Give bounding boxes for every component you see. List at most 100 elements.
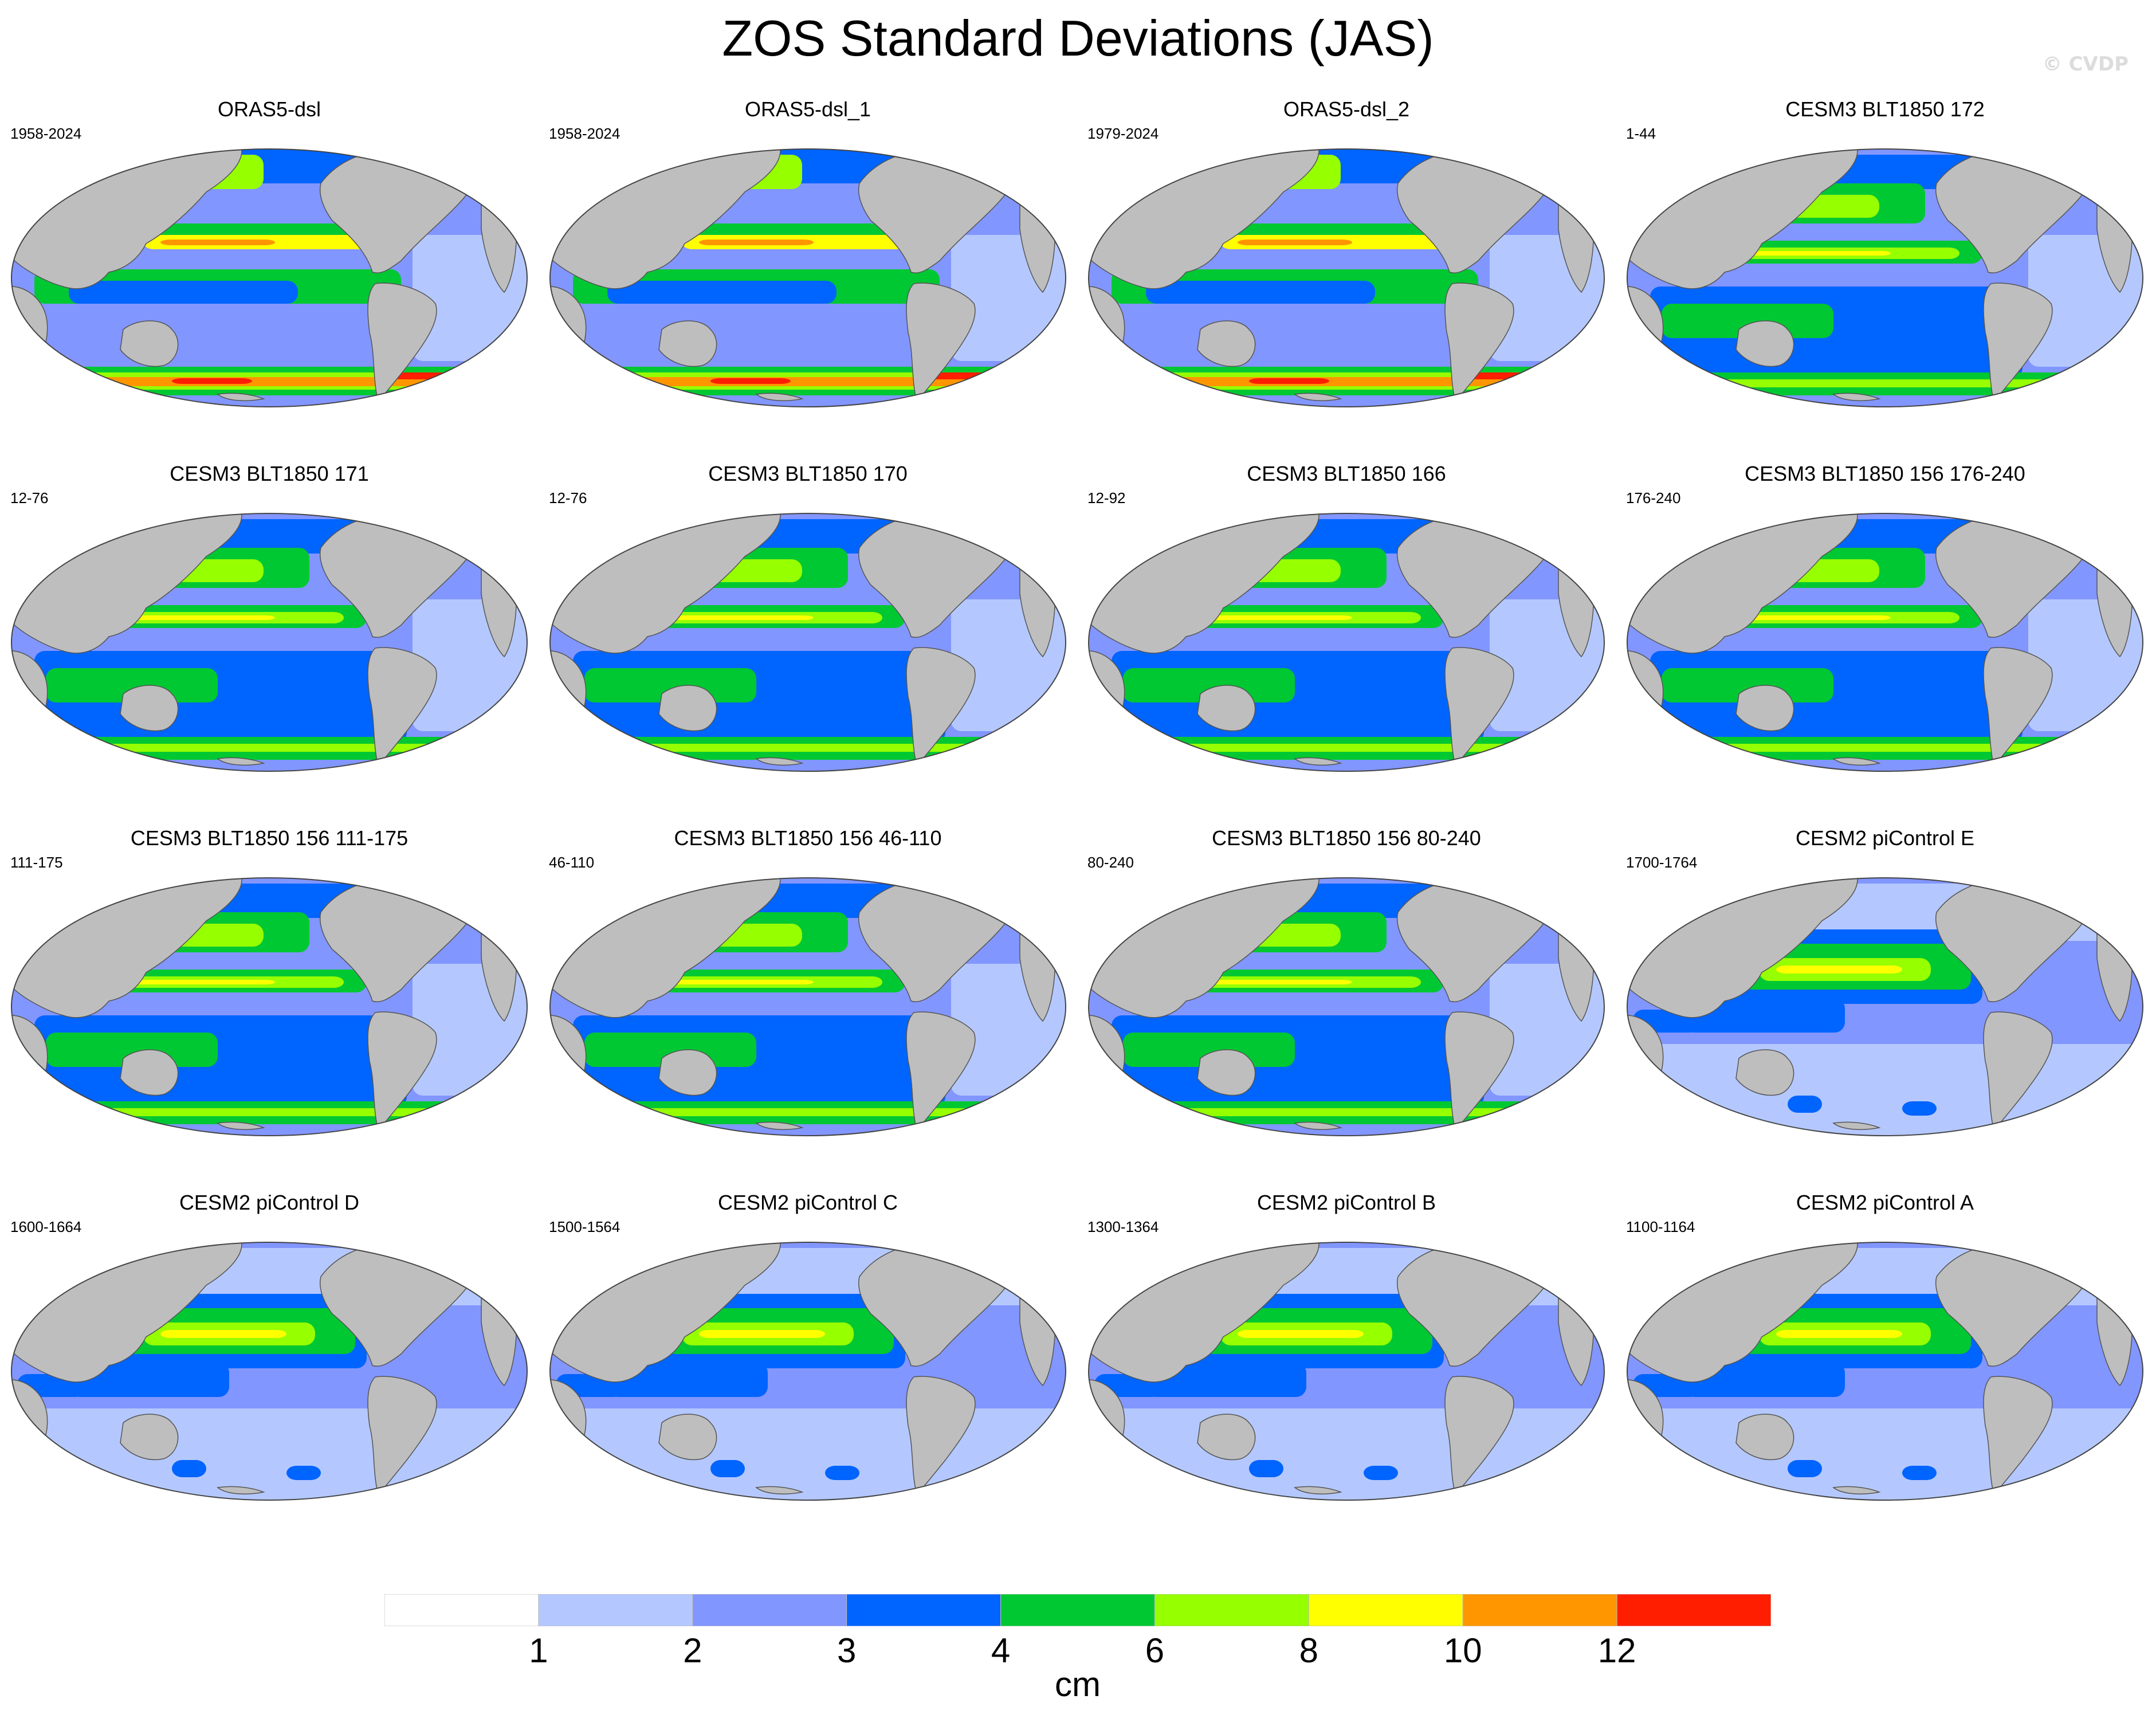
antarctica-landmass (1832, 1121, 1881, 1130)
sd-zone (1788, 1096, 1822, 1113)
north-america-landmass (320, 878, 473, 1002)
south-america-landmass (1444, 647, 1514, 767)
map-border (11, 877, 528, 1136)
world-map (1627, 148, 2143, 407)
map-panel: ORAS5-dsl_1 1958-2024 (539, 97, 1077, 476)
map-panel: CESM2 piControl B 1300-1364 (1077, 1191, 1616, 1569)
world-map (549, 513, 1066, 772)
australia-landmass (120, 1414, 179, 1461)
panel-period: 1-44 (1626, 125, 1656, 142)
australia-landmass (658, 1414, 717, 1461)
map-border (1088, 877, 1605, 1136)
sd-zone (1249, 1460, 1283, 1477)
panel-title: CESM2 piControl A (1796, 1191, 1974, 1214)
sd-zone (653, 615, 814, 620)
map-border (11, 513, 528, 772)
panel-period: 1958-2024 (10, 125, 82, 142)
north-america-landmass (1935, 149, 2088, 273)
antarctica-landmass (1832, 757, 1881, 766)
sd-zone (34, 377, 504, 386)
sd-zone (1662, 668, 1833, 703)
sd-zone (160, 1330, 286, 1338)
panel-title: CESM2 piControl C (717, 1191, 898, 1214)
sd-zone (825, 1466, 859, 1480)
world-map (1627, 513, 2143, 772)
sd-zone (1146, 281, 1375, 304)
australia-landmass (1735, 685, 1794, 732)
sd-zone (1776, 966, 1902, 974)
panel-title: CESM2 piControl E (1795, 826, 1975, 850)
sd-zone (1902, 1101, 1937, 1116)
south-america-landmass (1983, 1011, 2053, 1131)
world-map (11, 1242, 528, 1501)
panel-title: CESM2 piControl B (1256, 1191, 1436, 1214)
world-map (11, 513, 528, 772)
world-map (1627, 1242, 2143, 1501)
south-america-landmass (1444, 282, 1514, 402)
panel-title: ORAS5-dsl_1 (744, 97, 871, 121)
sd-zone (1730, 251, 1891, 256)
map-panel: CESM2 piControl C 1500-1564 (539, 1191, 1077, 1569)
map-panel: CESM3 BLT1850 156 46-110 46-110 (539, 826, 1077, 1204)
colorbar-segment (1462, 1594, 1617, 1626)
australia-landmass (120, 1049, 179, 1096)
map-border (549, 513, 1066, 772)
colorbar-segment (1000, 1594, 1155, 1626)
map-border (1627, 877, 2143, 1136)
panel-title: CESM3 BLT1850 156 111-175 (130, 826, 409, 850)
panel-period: 12-76 (10, 489, 49, 507)
sd-zone (653, 980, 814, 984)
sd-zone (1146, 1363, 1306, 1397)
map-border (11, 1242, 528, 1501)
south-america-landmass (1983, 647, 2053, 767)
sd-zone (573, 1108, 1043, 1116)
sd-zone (1662, 304, 1833, 338)
panel-title: ORAS5-dsl (217, 97, 321, 121)
colorbar-units: cm (1055, 1665, 1101, 1704)
sd-zone (172, 1460, 206, 1477)
map-border (1627, 148, 2143, 407)
south-america-landmass (906, 647, 976, 767)
australia-landmass (1735, 1414, 1794, 1461)
australia-landmass (1735, 320, 1794, 367)
map-border (549, 877, 1066, 1136)
colorbar-segment (846, 1594, 1002, 1626)
sd-zone (34, 1108, 504, 1116)
sd-zone (11, 149, 527, 183)
map-panel: CESM3 BLT1850 156 111-175 111-175 (0, 826, 539, 1204)
antarctica-landmass (1294, 757, 1342, 766)
south-america-landmass (367, 1376, 437, 1496)
panel-title: CESM3 BLT1850 156 80-240 (1212, 826, 1481, 850)
sd-zone (584, 668, 756, 703)
world-map (1088, 148, 1605, 407)
sd-zone (699, 1330, 825, 1338)
antarctica-landmass (1294, 1121, 1342, 1130)
antarctica-landmass (1832, 393, 1881, 401)
copyright-text: © CVDP (2042, 53, 2128, 76)
south-america-landmass (1444, 1011, 1514, 1131)
colorbar-segment (538, 1594, 693, 1626)
panel-period: 1700-1764 (1626, 854, 1698, 871)
map-panel: CESM3 BLT1850 166 12-92 (1077, 462, 1616, 840)
world-map (1627, 877, 2143, 1136)
panel-period: 1600-1664 (10, 1218, 82, 1235)
panel-title: CESM3 BLT1850 156 176-240 (1745, 462, 2025, 485)
panel-period: 1958-2024 (549, 125, 621, 142)
antarctica-landmass (755, 1486, 804, 1494)
sd-zone (1490, 235, 1604, 361)
sd-zone (46, 668, 218, 703)
australia-landmass (658, 685, 717, 732)
sd-zone (69, 1363, 229, 1397)
north-america-landmass (858, 878, 1011, 1002)
map-border (1627, 1242, 2143, 1501)
map-panel: CESM2 piControl A 1100-1164 (1616, 1191, 2154, 1569)
north-america-landmass (320, 149, 473, 273)
sd-zone (1249, 378, 1329, 384)
antarctica-landmass (755, 1121, 804, 1130)
sd-zone (584, 1033, 756, 1067)
sd-zone (607, 1363, 768, 1397)
panel-period: 80-240 (1087, 854, 1134, 871)
sd-zone (710, 1460, 745, 1477)
map-panel: ORAS5-dsl 1958-2024 (0, 97, 539, 476)
map-panel: CESM3 BLT1850 156 80-240 80-240 (1077, 826, 1616, 1204)
